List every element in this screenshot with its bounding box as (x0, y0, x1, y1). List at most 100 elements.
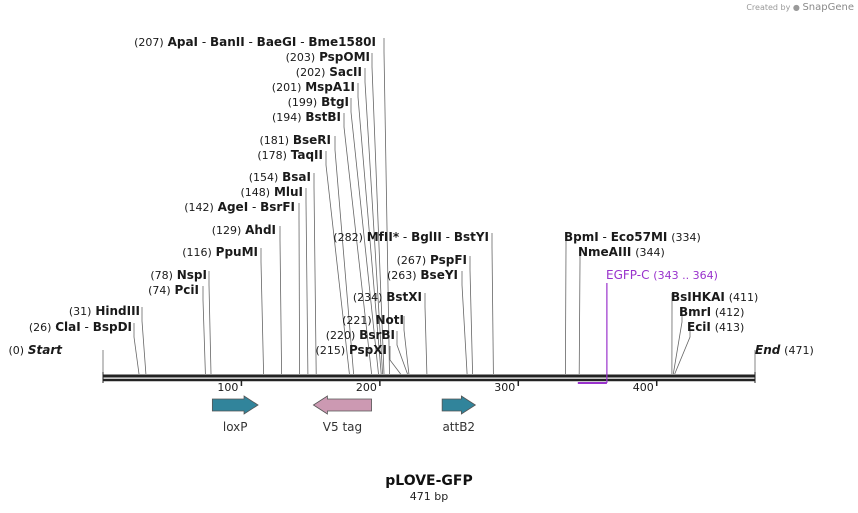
feature-label-attb2: attB2 (442, 420, 475, 434)
primer-name: EGFP-C (606, 268, 649, 282)
site-taqii[interactable]: (178) TaqII (257, 148, 323, 162)
site-apai[interactable]: (207) ApaI - BanII - BaeGI - Bme1580I (134, 35, 376, 49)
site-noti[interactable]: (221) NotI (342, 313, 404, 327)
site-leader-noti (403, 316, 410, 375)
site-leader-pspxi (389, 346, 401, 375)
enzyme-name: BpmI (564, 230, 599, 244)
primer-label[interactable]: EGFP-C (343 .. 364) (606, 268, 718, 282)
site-bsrbi[interactable]: (220) BsrBI (326, 328, 395, 342)
enzyme-name: BsrFI (260, 200, 295, 214)
site-leader-nspi (208, 271, 212, 375)
primer-annotation[interactable]: EGFP-C (343 .. 364) (577, 268, 718, 384)
site-hindiii[interactable]: (31) HindIII (69, 304, 140, 318)
enzyme-name: PspOMI (319, 50, 370, 64)
enzyme-name: PpuMI (216, 245, 258, 259)
site-leader-pspomi (371, 53, 385, 375)
site-position: (74) (148, 284, 171, 297)
site-leader-nmeaiii (578, 248, 581, 375)
star-marker: * (393, 230, 400, 244)
site-leader-apai (383, 38, 390, 375)
enzyme-name: BstXI (386, 290, 422, 304)
enzyme-name: BglII (411, 230, 442, 244)
site-position: (199) (288, 96, 318, 109)
site-pspfi[interactable]: (267) PspFI (397, 253, 467, 267)
site-leader-bsai (313, 173, 317, 375)
site-bsai[interactable]: (154) BsaI (249, 170, 311, 184)
site-position: (221) (342, 314, 372, 327)
leader-lines (102, 38, 756, 375)
site-clai[interactable]: (26) ClaI - BspDI (29, 320, 132, 334)
feature-label-v5-tag: V5 tag (323, 420, 362, 434)
ruler-tick-label: 200 (356, 381, 377, 394)
site-ppumi[interactable]: (116) PpuMI (182, 245, 258, 259)
site-start[interactable]: (0) Start (8, 343, 63, 357)
plasmid-name: pLOVE-GFP (385, 473, 473, 489)
site-position: (0) (8, 344, 24, 357)
site-position: (220) (326, 329, 356, 342)
feature-arrow-attb2[interactable] (441, 395, 477, 415)
site-pspxi[interactable]: (215) PspXI (316, 343, 387, 357)
plasmid-length: 471 bp (409, 490, 449, 503)
site-mspa1i[interactable]: (201) MspA1I (272, 80, 355, 94)
site-ecii[interactable]: EciI (413) (687, 320, 744, 334)
enzyme-name: NotI (376, 313, 405, 327)
site-labels: (0) Start (26) ClaI - BspDI (31) HindIII (7… (8, 35, 813, 357)
enzyme-name: BmrI (679, 305, 711, 319)
feature-arrow-loxp[interactable] (211, 395, 259, 415)
enzyme-name: BanII (210, 35, 245, 49)
site-position: (26) (29, 321, 52, 334)
enzyme-name: MspA1I (305, 80, 355, 94)
site-position: (412) (715, 306, 745, 319)
ruler-tick-label: 300 (494, 381, 515, 394)
enzyme-name: BtgI (321, 95, 349, 109)
site-sacii[interactable]: (202) SacII (296, 65, 362, 79)
site-position: (148) (241, 186, 271, 199)
site-bsihkai[interactable]: BsIHKAI (411) (671, 290, 758, 304)
site-position: (181) (259, 134, 289, 147)
site-pcii[interactable]: (74) PciI (148, 283, 199, 297)
site-leader-btgi (350, 98, 379, 375)
site-position: (142) (184, 201, 214, 214)
credit-prefix: Created by (746, 3, 791, 12)
site-bstxi[interactable]: (234) BstXI (353, 290, 422, 304)
enzyme-name: HindIII (95, 304, 140, 318)
site-position: (31) (69, 305, 92, 318)
enzyme-name: End (755, 343, 781, 357)
site-end[interactable]: End (471) (755, 343, 814, 357)
site-nspi[interactable]: (78) NspI (150, 268, 207, 282)
enzyme-name: BseRI (293, 133, 331, 147)
enzyme-name: NspI (177, 268, 207, 282)
site-btgi[interactable]: (199) BtgI (288, 95, 349, 109)
site-position: (201) (272, 81, 302, 94)
site-leader-ahdi (279, 226, 282, 375)
site-position: (202) (296, 66, 326, 79)
site-bseyi[interactable]: (263) BseYI (387, 268, 458, 282)
site-mfii[interactable]: (282) MfII* - BglII - BstYI (333, 230, 489, 244)
site-pspomi[interactable]: (203) PspOMI (286, 50, 370, 64)
site-leader-pspfi (469, 256, 473, 375)
site-nmeaiii[interactable]: NmeAIII (344) (578, 245, 665, 259)
site-mlui[interactable]: (148) MluI (241, 185, 303, 199)
site-position: (411) (729, 291, 759, 304)
enzyme-name: TaqII (291, 148, 323, 162)
site-ahdi[interactable]: (129) AhdI (212, 223, 276, 237)
site-leader-bpmi (565, 233, 567, 375)
features: loxP V5 tag attB2 (211, 395, 477, 434)
site-bpmi[interactable]: BpmI - Eco57MI (334) (564, 230, 701, 244)
site-bmri[interactable]: BmrI (412) (679, 305, 744, 319)
site-agei[interactable]: (142) AgeI - BsrFI (184, 200, 295, 214)
site-leader-bsrbi (396, 331, 408, 375)
site-position: (413) (715, 321, 745, 334)
site-leader-mlui (305, 188, 309, 375)
site-bseri[interactable]: (181) BseRI (259, 133, 331, 147)
enzyme-name: PspFI (430, 253, 467, 267)
site-leader-mfii (491, 233, 494, 375)
ruler: 100 200 300 400 (217, 379, 658, 394)
site-leader-hindiii (141, 307, 147, 375)
site-position: (234) (353, 291, 383, 304)
site-bstbi[interactable]: (194) BstBI (272, 110, 341, 124)
snapgene-credit: Created by ● SnapGene (746, 2, 854, 13)
primer-range: (343 .. 364) (653, 269, 718, 282)
feature-arrow-v5-tag[interactable] (312, 395, 372, 415)
site-position: (154) (249, 171, 279, 184)
